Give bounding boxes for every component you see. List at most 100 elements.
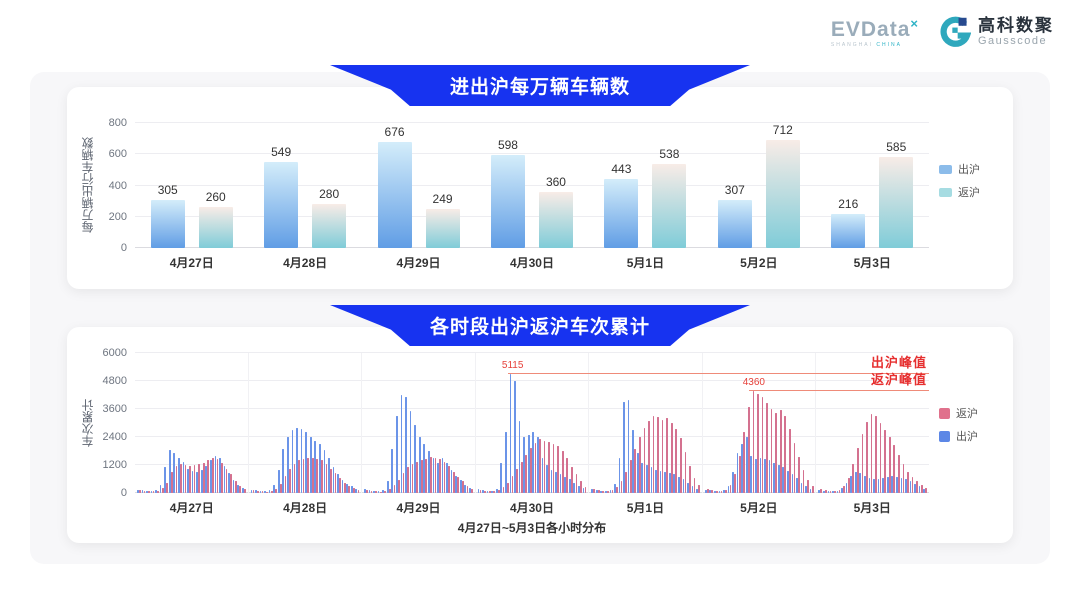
bar-返沪[interactable] — [597, 490, 600, 493]
bar-返沪[interactable] — [198, 207, 233, 248]
bar-返沪[interactable] — [789, 428, 791, 493]
bar-出沪[interactable] — [891, 475, 894, 493]
bar-出沪[interactable] — [250, 489, 253, 493]
bar-出沪[interactable] — [854, 472, 857, 493]
bar-返沪[interactable] — [893, 445, 896, 493]
bar-出沪[interactable] — [768, 460, 771, 493]
bar-出沪[interactable] — [659, 470, 662, 493]
bar-返沪[interactable] — [698, 485, 700, 493]
bar-返沪[interactable] — [488, 491, 491, 493]
bar-返沪[interactable] — [152, 491, 155, 493]
bar-返沪[interactable] — [148, 491, 150, 493]
bar-返沪[interactable] — [634, 448, 637, 493]
bar-返沪[interactable] — [716, 490, 718, 493]
bar-返沪[interactable] — [580, 481, 582, 493]
bar-返沪[interactable] — [434, 458, 437, 493]
bar-返沪[interactable] — [430, 456, 432, 493]
bar-出沪[interactable] — [214, 455, 217, 493]
bar-返沪[interactable] — [420, 460, 423, 493]
bar-出沪[interactable] — [296, 427, 298, 493]
bar-出沪[interactable] — [150, 200, 185, 248]
bar-出沪[interactable] — [490, 154, 525, 248]
bar-返沪[interactable] — [765, 140, 800, 248]
bar-出沪[interactable] — [355, 488, 358, 493]
bar-返沪[interactable] — [879, 156, 914, 248]
bar-返沪[interactable] — [711, 490, 714, 493]
bar-返沪[interactable] — [221, 462, 223, 493]
bar-出沪[interactable] — [595, 490, 598, 493]
bar-返沪[interactable] — [143, 490, 146, 493]
bar-返沪[interactable] — [666, 418, 669, 493]
bar-返沪[interactable] — [312, 204, 347, 248]
bar-出沪[interactable] — [618, 458, 621, 493]
bar-出沪[interactable] — [514, 381, 516, 493]
bar-出沪[interactable] — [386, 481, 389, 493]
bar-出沪[interactable] — [905, 479, 907, 493]
bar-出沪[interactable] — [623, 402, 625, 493]
bar-返沪[interactable] — [852, 463, 855, 493]
bar-出沪[interactable] — [423, 444, 426, 493]
bar-出沪[interactable] — [450, 469, 453, 493]
bar-出沪[interactable] — [427, 451, 430, 493]
bar-返沪[interactable] — [611, 490, 614, 493]
bar-返沪[interactable] — [607, 491, 609, 493]
bar-返沪[interactable] — [843, 486, 845, 493]
bar-返沪[interactable] — [680, 438, 682, 493]
bar-返沪[interactable] — [212, 458, 214, 493]
bar-出沪[interactable] — [464, 484, 467, 493]
bar-出沪[interactable] — [150, 490, 153, 493]
bar-出沪[interactable] — [277, 469, 280, 493]
bar-出沪[interactable] — [209, 460, 212, 493]
bar-返沪[interactable] — [493, 491, 496, 493]
bar-出沪[interactable] — [164, 467, 166, 493]
bar-返沪[interactable] — [643, 427, 646, 493]
bar-出沪[interactable] — [805, 486, 807, 493]
bar-返沪[interactable] — [189, 466, 191, 493]
bar-返沪[interactable] — [257, 490, 259, 493]
bar-返沪[interactable] — [811, 486, 814, 493]
bar-返沪[interactable] — [366, 490, 368, 493]
bar-出沪[interactable] — [736, 453, 739, 493]
bar-出沪[interactable] — [341, 480, 344, 493]
bar-返沪[interactable] — [170, 472, 173, 493]
bar-返沪[interactable] — [266, 491, 268, 493]
bar-返沪[interactable] — [661, 419, 664, 493]
bar-返沪[interactable] — [270, 491, 273, 493]
bar-出沪[interactable] — [159, 484, 162, 493]
bar-出沪[interactable] — [523, 437, 525, 493]
bar-返沪[interactable] — [861, 433, 864, 493]
bar-返沪[interactable] — [279, 483, 282, 493]
bar-返沪[interactable] — [402, 473, 405, 493]
bar-返沪[interactable] — [875, 416, 877, 493]
bar-出沪[interactable] — [282, 448, 285, 493]
bar-出沪[interactable] — [895, 476, 898, 493]
bar-出沪[interactable] — [205, 466, 208, 493]
bar-出沪[interactable] — [864, 475, 866, 493]
bar-出沪[interactable] — [609, 490, 612, 493]
bar-返沪[interactable] — [520, 461, 523, 493]
bar-出沪[interactable] — [882, 477, 884, 493]
bar-返沪[interactable] — [198, 463, 201, 493]
bar-出沪[interactable] — [800, 482, 803, 493]
bar-出沪[interactable] — [600, 490, 603, 493]
bar-返沪[interactable] — [348, 485, 351, 493]
bar-出沪[interactable] — [573, 482, 576, 493]
bar-出沪[interactable] — [309, 437, 312, 493]
bar-出沪[interactable] — [732, 472, 734, 493]
bar-返沪[interactable] — [352, 487, 355, 493]
bar-返沪[interactable] — [638, 437, 641, 493]
bar-出沪[interactable] — [677, 476, 680, 493]
bar-出沪[interactable] — [614, 483, 616, 493]
bar-返沪[interactable] — [448, 466, 450, 493]
bar-出沪[interactable] — [178, 458, 180, 493]
bar-出沪[interactable] — [437, 462, 439, 493]
bar-返沪[interactable] — [357, 489, 360, 493]
bar-返沪[interactable] — [593, 489, 596, 493]
bar-返沪[interactable] — [652, 163, 687, 248]
bar-返沪[interactable] — [343, 482, 346, 493]
bar-返沪[interactable] — [334, 473, 337, 493]
bar-返沪[interactable] — [793, 442, 796, 493]
bar-返沪[interactable] — [752, 391, 755, 493]
bar-出沪[interactable] — [650, 467, 653, 493]
bar-出沪[interactable] — [382, 489, 385, 493]
